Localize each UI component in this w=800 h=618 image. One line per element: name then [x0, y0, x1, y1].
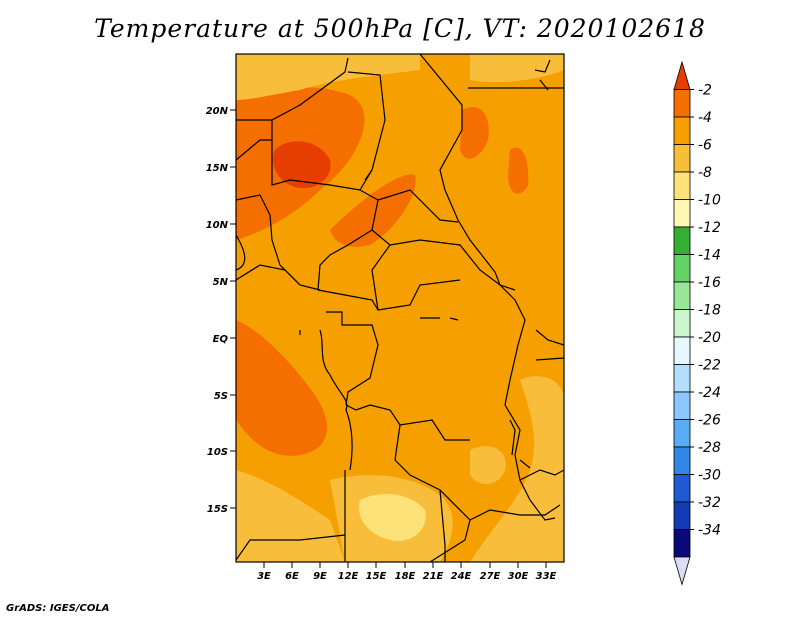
lon-label: 9E: [313, 571, 327, 582]
colorbar-label: -16: [698, 275, 721, 291]
colorbar-label: -14: [698, 248, 721, 264]
colorbar-box: [673, 419, 691, 448]
country-borders: [236, 54, 564, 562]
lon-label: 21E: [423, 571, 444, 582]
colorbar-label: -22: [698, 358, 721, 374]
lat-label: 10S: [207, 447, 228, 458]
colorbar-label: -18: [698, 303, 721, 319]
colorbar-top-triangle: [673, 60, 691, 90]
colorbar-label: -6: [698, 138, 712, 154]
lat-label: 5N: [213, 277, 229, 288]
colorbar-label: -32: [698, 495, 721, 511]
lon-label: 3E: [257, 571, 271, 582]
colorbar-box: [673, 171, 691, 200]
lat-label: 15S: [207, 504, 228, 515]
colorbar-label: -8: [698, 165, 712, 181]
lon-axis: [263, 562, 547, 568]
colorbar-box: [673, 446, 691, 475]
colorbar-label: -2: [698, 83, 712, 99]
lat-label: 20N: [206, 106, 229, 117]
lon-label: 18E: [395, 571, 416, 582]
colorbar-box: [673, 254, 691, 283]
colorbar-label: -34: [698, 523, 721, 539]
colorbar-label: -12: [698, 220, 721, 236]
colorbar-box: [673, 336, 691, 365]
colorbar-box: [673, 309, 691, 338]
lon-label: 15E: [366, 571, 387, 582]
colorbar-box: [673, 116, 691, 145]
colorbar-box: [673, 226, 691, 255]
colorbar-label: -24: [698, 385, 721, 401]
lat-axis: [230, 109, 236, 509]
lon-label: 6E: [285, 571, 299, 582]
lon-label: 27E: [480, 571, 501, 582]
colorbar-box: [673, 529, 691, 558]
colorbar: -2 -4 -6 -8 -10 -12 -14 -16 -18 -20 -22 -24 -26 -28 -3…: [673, 60, 721, 586]
colorbar-bottom-triangle: [673, 556, 691, 586]
lat-label: EQ: [213, 334, 229, 345]
colorbar-label: -4: [698, 110, 712, 126]
colorbar-box: [673, 501, 691, 530]
lat-label: 5S: [214, 391, 228, 402]
credit-label: GrADS: IGES/COLA: [6, 603, 110, 614]
colorbar-label: -10: [698, 193, 721, 209]
map-title: Temperature at 500hPa [C], VT: 202010261…: [94, 14, 706, 43]
colorbar-box: [673, 281, 691, 310]
map-frame: [235, 53, 565, 563]
colorbar-box: [673, 364, 691, 393]
temperature-field: [236, 54, 564, 562]
colorbar-label: -30: [698, 468, 721, 484]
lon-label: 30E: [508, 571, 529, 582]
colorbar-box: [673, 199, 691, 228]
colorbar-box: [673, 144, 691, 173]
lat-label: 10N: [206, 220, 229, 231]
colorbar-label: -28: [698, 440, 721, 456]
lon-label: 12E: [338, 571, 359, 582]
lon-tick-labels: 3E 6E 9E 12E 15E 18E 21E 24E 27E 30E 33E: [257, 571, 556, 582]
colorbar-label: -26: [698, 413, 721, 429]
colorbar-box: [673, 89, 691, 118]
lat-tick-labels: 20N 15N 10N 5N EQ 5S 10S 15S: [206, 106, 229, 515]
colorbar-box: [673, 474, 691, 503]
colorbar-label: -20: [698, 330, 721, 346]
colorbar-box: [673, 391, 691, 420]
lon-label: 33E: [536, 571, 557, 582]
lon-label: 24E: [451, 571, 472, 582]
lat-label: 15N: [206, 163, 229, 174]
